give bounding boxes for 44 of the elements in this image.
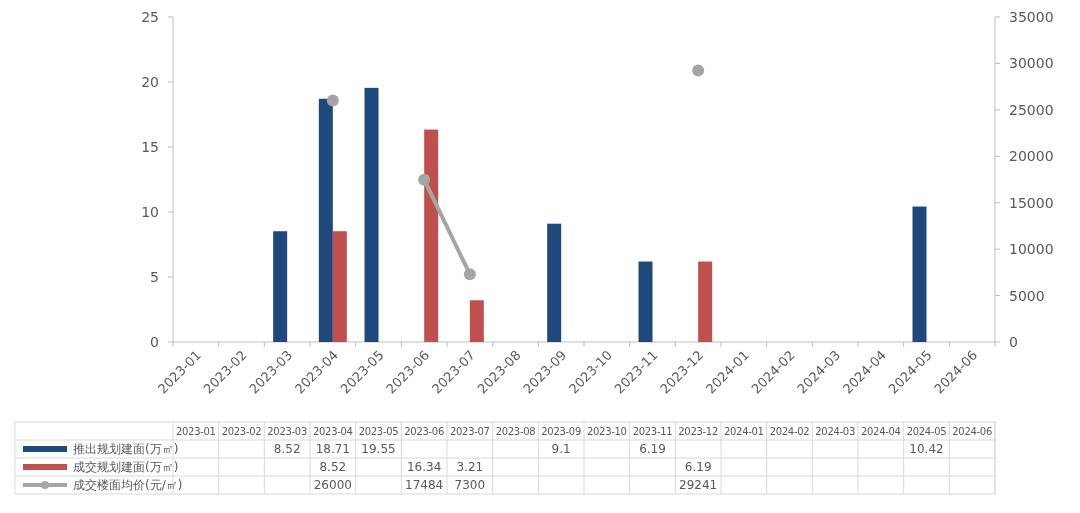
- data-label: 19.55: [361, 442, 396, 456]
- point: [326, 94, 339, 107]
- data-label: 16.34: [406, 460, 442, 474]
- y2-tick-label: 25000: [1009, 101, 1054, 118]
- y-tick-label: 15: [141, 139, 159, 155]
- legend-label: 成交规划建面(万㎡): [73, 460, 179, 474]
- data-label: 7300: [454, 478, 486, 492]
- y-tick-label: 5: [150, 269, 159, 285]
- y2-tick-label: 35000: [1009, 9, 1054, 25]
- data-label: 17484: [405, 478, 444, 492]
- data-label: 26000: [313, 478, 352, 492]
- bar: [638, 261, 653, 342]
- data-label: 10.42: [909, 442, 944, 456]
- y2-tick-label: 10000: [1009, 241, 1054, 258]
- bar: [318, 98, 333, 342]
- bar: [912, 206, 927, 342]
- y2-tick-label: 15000: [1009, 194, 1054, 211]
- y-tick-label: 10: [141, 204, 159, 220]
- y-tick-label: 25: [141, 9, 159, 25]
- bar: [332, 231, 347, 342]
- data-label: 29241: [679, 478, 718, 492]
- data-label: 6.19: [684, 460, 712, 474]
- bar: [469, 300, 484, 342]
- y-tick-label: 20: [141, 74, 159, 90]
- data-label: 8.52: [273, 442, 301, 456]
- bar: [273, 231, 288, 342]
- data-label: 9.1: [551, 442, 571, 456]
- data-label: 3.21: [456, 460, 484, 474]
- y-tick-label: 0: [150, 334, 159, 350]
- point: [418, 173, 431, 186]
- bar: [547, 223, 562, 342]
- y2-tick-label: 20000: [1009, 148, 1054, 165]
- data-label: 6.19: [639, 442, 666, 456]
- data-label: 8.52: [319, 460, 347, 474]
- data-label: 18.71: [315, 442, 351, 456]
- legend-label: 推出规划建面(万㎡): [73, 442, 179, 456]
- y2-tick-label: 0: [1009, 334, 1018, 350]
- bar: [698, 261, 713, 342]
- point: [463, 268, 476, 281]
- legend-label: 成交楼面均价(元/㎡): [73, 478, 183, 492]
- bar: [364, 87, 379, 342]
- y2-tick-label: 30000: [1009, 55, 1054, 72]
- point: [692, 64, 705, 77]
- y2-tick-label: 5000: [1009, 287, 1045, 304]
